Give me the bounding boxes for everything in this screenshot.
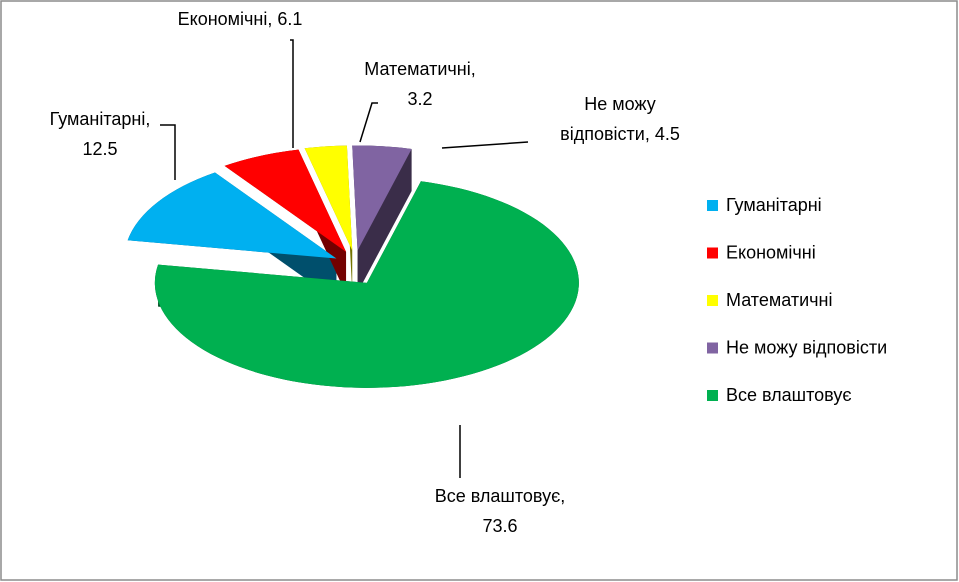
legend-label: Гуманітарні (726, 195, 822, 215)
leader-lines (160, 39, 529, 478)
legend-label: Математичні (726, 290, 832, 310)
data-label: Все влаштовує, 73.6 (435, 486, 566, 536)
slice (154, 181, 579, 388)
data-label: Не можу відповісти, 4.5 (560, 94, 680, 144)
leader-line (290, 39, 294, 148)
slice (304, 145, 353, 251)
data-label: Гуманітарні, 12.5 (50, 109, 151, 159)
legend-label: Економічні (726, 242, 816, 262)
legend-swatch (707, 390, 718, 401)
data-label: Математичні, 3.2 (364, 59, 475, 109)
slice-tops (127, 145, 579, 388)
slice (127, 172, 337, 259)
legend: Гуманітарні Економічні Математичні Не можу … (707, 195, 887, 405)
legend-swatch (707, 247, 718, 259)
legend-label: Все влаштовує (726, 385, 852, 405)
leader-line (359, 102, 378, 143)
legend-label: Не можу відповісти (726, 337, 887, 357)
slice (224, 149, 347, 252)
leader-line (441, 141, 529, 149)
slice (352, 145, 412, 251)
legend-swatch (707, 200, 718, 211)
leader-line (160, 124, 176, 180)
legend-swatch (707, 342, 718, 354)
data-label: Економічні, 6.1 (178, 9, 303, 29)
legend-swatch (707, 295, 718, 306)
